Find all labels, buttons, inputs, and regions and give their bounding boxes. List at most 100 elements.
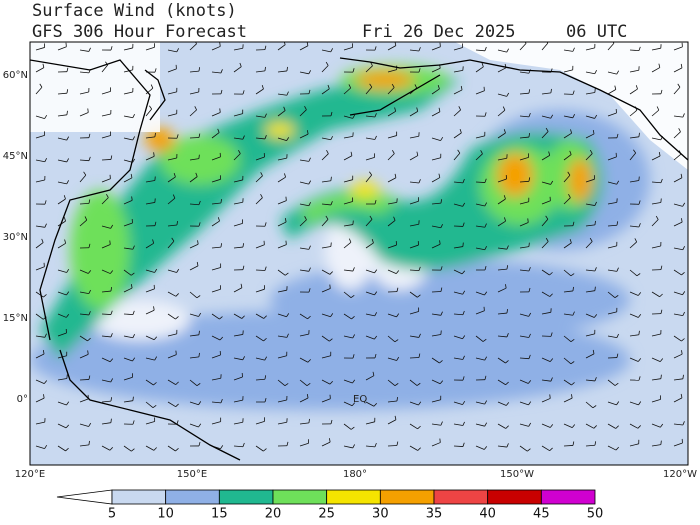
barb [123,247,133,250]
barb [132,334,135,338]
barb [585,379,595,382]
barb [592,129,595,135]
barb [462,355,465,360]
barb [242,265,245,270]
barb [387,110,396,117]
barb [101,269,111,274]
barb [387,69,397,73]
barb [638,376,641,381]
barb [462,442,465,447]
barb [387,220,396,227]
barb [277,70,287,73]
barb [306,382,311,386]
barb [352,379,356,384]
barb [440,421,443,426]
barb [497,132,506,139]
barb [35,353,45,359]
barb [369,215,373,220]
barb [219,336,224,341]
barb [439,240,441,245]
barb [343,401,353,407]
barb [189,203,200,206]
barb [365,335,375,340]
barb [497,401,507,406]
barb [233,66,242,73]
barb [330,111,333,116]
barb [327,84,330,89]
barb [44,444,48,449]
barb [35,67,45,73]
barb [541,218,549,227]
barb [101,113,111,117]
barb [35,159,45,163]
barb [563,115,573,119]
barb [409,357,420,359]
barb [571,424,576,428]
barb [57,291,67,296]
barb [79,219,88,227]
barb [277,176,286,183]
barb [88,375,91,380]
barb [607,291,616,298]
barb [167,333,177,337]
barb [343,179,353,183]
barb [680,393,683,398]
barb [616,401,620,406]
barb [321,88,330,95]
barb [189,291,198,299]
barb [64,239,67,244]
barb [497,178,507,183]
barb [321,313,331,318]
barb [35,421,45,425]
barb [585,178,595,183]
barb [189,401,199,406]
barb [549,424,554,428]
barb [343,379,353,384]
subtitle: GFS 306 Hour Forecast [32,22,247,42]
barb [541,131,549,139]
barb [453,445,464,447]
barb [607,379,616,386]
barb [321,441,331,447]
barb [264,266,267,271]
barb [255,378,266,381]
barb [167,240,175,249]
barb [79,91,89,95]
barb [629,313,639,318]
lon-label: 120°E [15,469,45,480]
barb [101,422,111,425]
barb [418,68,421,73]
barb [459,128,462,133]
barb [453,132,462,139]
barb [330,136,333,140]
barb [145,136,155,139]
barb [343,291,352,298]
barb [682,311,685,316]
barb [374,135,377,140]
barb [549,394,551,399]
barb [321,65,329,73]
barb [329,284,331,289]
barb [629,269,638,277]
barb [299,333,309,337]
barb [239,62,242,67]
barb [131,196,133,201]
barb [571,394,573,399]
barb [497,335,507,338]
barb [585,401,594,409]
barb [145,269,155,273]
barb [189,158,199,161]
barb [570,339,575,342]
barb [484,422,488,427]
barb [681,338,685,342]
barb [299,357,309,363]
barb [484,178,487,183]
barb [233,313,242,319]
barb [153,152,155,157]
barb [409,269,420,272]
barb [651,202,661,205]
barb [440,136,444,141]
barb [198,133,201,138]
barb [505,381,509,386]
colorbar-segment [218,489,274,505]
